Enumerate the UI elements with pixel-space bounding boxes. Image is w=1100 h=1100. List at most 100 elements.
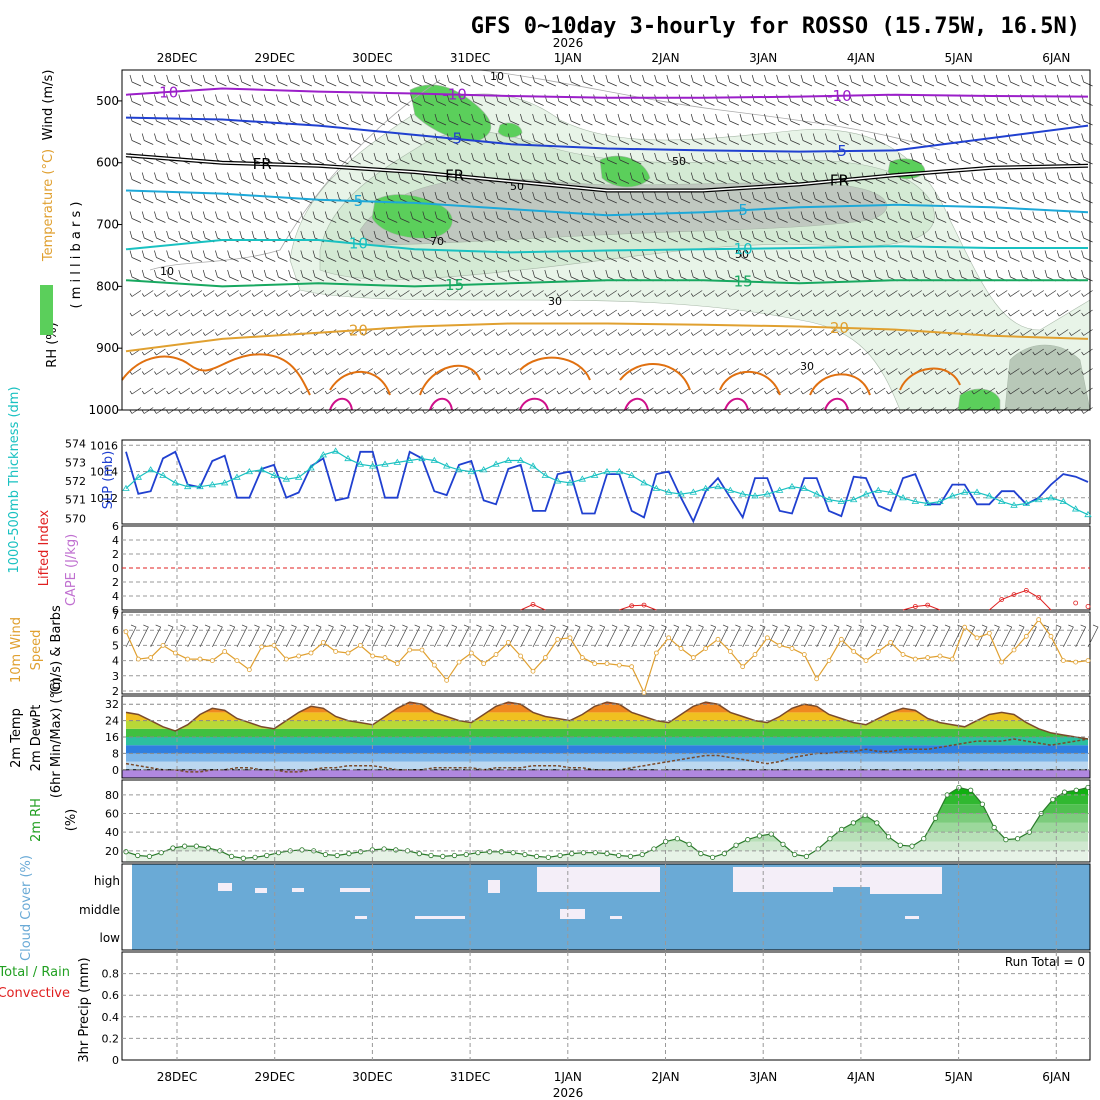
wind-barb — [361, 230, 373, 243]
wind-barb — [263, 94, 276, 106]
wind-barb-10m — [495, 624, 507, 648]
wind-barb — [910, 250, 922, 262]
wind-barb — [593, 348, 605, 356]
wind-barb — [483, 191, 495, 204]
wind-barb — [825, 113, 837, 126]
wind-barb — [629, 309, 642, 317]
wind-speed-marker — [357, 643, 363, 648]
wind-barb — [947, 290, 959, 297]
wind-barb — [398, 172, 410, 184]
wind-barb-10m — [187, 624, 199, 648]
wind-barb — [1032, 172, 1044, 184]
wind-barb — [227, 172, 239, 184]
wind-barb — [873, 348, 886, 356]
wind-barb — [959, 290, 971, 297]
wind-barb — [178, 191, 190, 204]
wind-barb — [227, 94, 239, 106]
wind-barb — [1032, 211, 1044, 223]
wind-speed-marker — [1073, 659, 1079, 665]
temp-band — [126, 753, 1088, 762]
rh-band — [126, 787, 1088, 795]
wind-barb — [288, 211, 300, 223]
wind-barb — [959, 113, 971, 126]
wind-barb — [690, 113, 703, 126]
wind-barb — [410, 290, 422, 297]
date-label-top: 6JAN — [1042, 51, 1070, 65]
wind-speed-marker — [838, 636, 844, 642]
wind-barb — [434, 269, 447, 282]
wind-barb — [471, 74, 483, 87]
wind-barb — [544, 211, 556, 223]
rh-2m-marker — [604, 851, 610, 857]
wind-barb — [678, 250, 691, 262]
wind-barb — [849, 309, 861, 317]
wind-barb — [398, 368, 410, 375]
rh-2m-marker — [170, 845, 176, 851]
wind-barb — [947, 74, 959, 87]
wind-barb — [837, 113, 849, 126]
wind-barb — [410, 329, 422, 336]
wind-barb — [556, 152, 569, 165]
wind-barb — [434, 230, 447, 243]
wind-barb — [166, 269, 178, 282]
thickness-marker — [899, 494, 907, 501]
wind-barb — [349, 290, 361, 297]
wind-barb — [886, 94, 898, 106]
rh-2m-marker — [850, 820, 856, 826]
wind-barb — [385, 329, 398, 336]
wind-barb — [337, 152, 349, 165]
wind-barb — [581, 94, 593, 106]
wind-barb — [202, 348, 215, 356]
wind-barb — [202, 309, 215, 317]
wind-barb — [337, 230, 349, 243]
rh-2m-marker — [393, 847, 399, 853]
wind-barb — [1069, 329, 1081, 336]
wind-barb — [995, 387, 1008, 395]
wind-barb — [532, 290, 544, 297]
wind-barb — [703, 329, 715, 336]
thickness-marker — [331, 447, 340, 454]
slp-tick-label: 1012 — [90, 492, 118, 505]
wind-barb — [398, 152, 410, 165]
wind-barb — [849, 368, 861, 375]
thickness-marker — [936, 497, 944, 504]
rh-2m-marker — [416, 851, 422, 857]
precip-total-rain-label: Total / Rain — [0, 965, 70, 980]
wind-barb — [654, 211, 666, 223]
wind-barb — [202, 74, 215, 87]
precip-frame — [121, 951, 1091, 1061]
wind-speed-marker — [407, 647, 413, 653]
wind-barb — [373, 309, 386, 317]
precip-convective-label: Convective — [0, 986, 70, 1001]
wind-barb — [483, 152, 495, 165]
wind-barb — [703, 133, 715, 145]
wind-barb — [654, 74, 666, 87]
wind-barb — [947, 250, 959, 262]
wind-barb — [739, 191, 752, 204]
lifted-index-line — [619, 604, 657, 611]
thickness-marker — [800, 484, 809, 491]
wind-barb — [703, 290, 715, 297]
wind-barb — [495, 348, 508, 356]
wind-barb — [190, 211, 203, 223]
wind-barb — [995, 250, 1008, 262]
wind-barb — [312, 250, 325, 262]
wind-barb-10m — [298, 624, 310, 648]
wind-barb — [166, 368, 178, 375]
cloud-patch — [292, 888, 304, 892]
wind-barb — [654, 113, 666, 126]
wind-speed-marker — [308, 650, 314, 656]
wind-barb — [300, 269, 312, 282]
wind-barb — [556, 230, 569, 243]
rh-2m-marker — [346, 851, 352, 857]
wind-barb — [812, 290, 825, 297]
wind-barb — [227, 329, 239, 336]
wind-barb — [995, 113, 1008, 126]
rh-tick-label: 60 — [105, 808, 119, 821]
wind-barb — [861, 113, 874, 126]
wind-barb — [800, 152, 813, 165]
wind-barb — [751, 113, 764, 126]
wind-barb — [898, 94, 910, 106]
lifted-index-line — [520, 603, 546, 611]
